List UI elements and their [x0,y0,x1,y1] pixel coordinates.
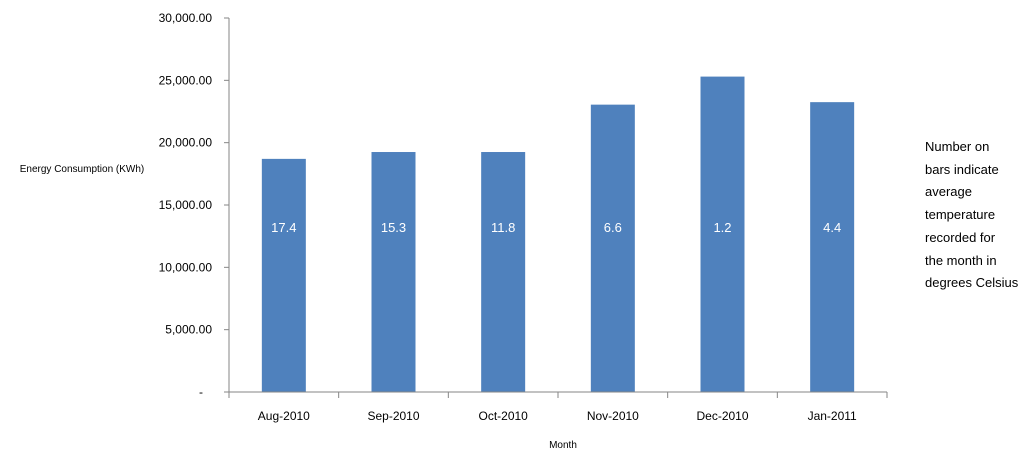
bar-value-label: 6.6 [604,220,622,235]
bar [481,152,526,392]
bars [261,76,855,393]
y-tick-label: 20,000.00 [159,136,213,150]
y-tick-label: 10,000.00 [159,260,213,274]
y-tick-label: 15,000.00 [159,198,213,212]
x-tick-label: Aug-2010 [258,409,310,423]
bar [590,104,635,392]
x-axis-ticks [228,392,888,398]
x-axis-tick-labels: Aug-2010 Sep-2010 Oct-2010 Nov-2010 Dec-2010… [258,409,857,423]
bar-value-label: 1.2 [713,220,731,235]
y-tick-label: 5,000.00 [165,323,212,337]
x-tick-label: Sep-2010 [367,409,419,423]
bar [700,76,745,393]
bar-value-label: 15.3 [381,220,406,235]
y-tick-label: - [199,385,203,399]
annotation-note: Number on bars indicate average temperat… [925,139,1019,291]
bar [371,152,416,392]
bar-value-label: 4.4 [823,220,841,235]
x-axis-title: Month [549,440,577,451]
y-tick-label: 25,000.00 [159,73,213,87]
x-tick-label: Dec-2010 [696,409,748,423]
x-tick-label: Jan-2011 [808,409,857,423]
bar-value-label: 17.4 [271,220,296,235]
bar [261,158,306,392]
bar-value-label: 11.8 [491,220,515,235]
y-axis-title: Energy Consumption (KWh) [20,164,145,175]
y-axis-ticks [224,17,229,393]
y-axis-tick-labels: - 5,000.00 10,000.00 15,000.00 20,000.00 25,0… [159,11,213,399]
bar [810,102,855,393]
x-tick-label: Nov-2010 [587,409,639,423]
y-tick-label: 30,000.00 [159,11,213,25]
bar-value-labels: 17.4 15.3 11.8 6.6 1.2 4.4 [271,220,841,235]
x-tick-label: Oct-2010 [478,409,528,423]
